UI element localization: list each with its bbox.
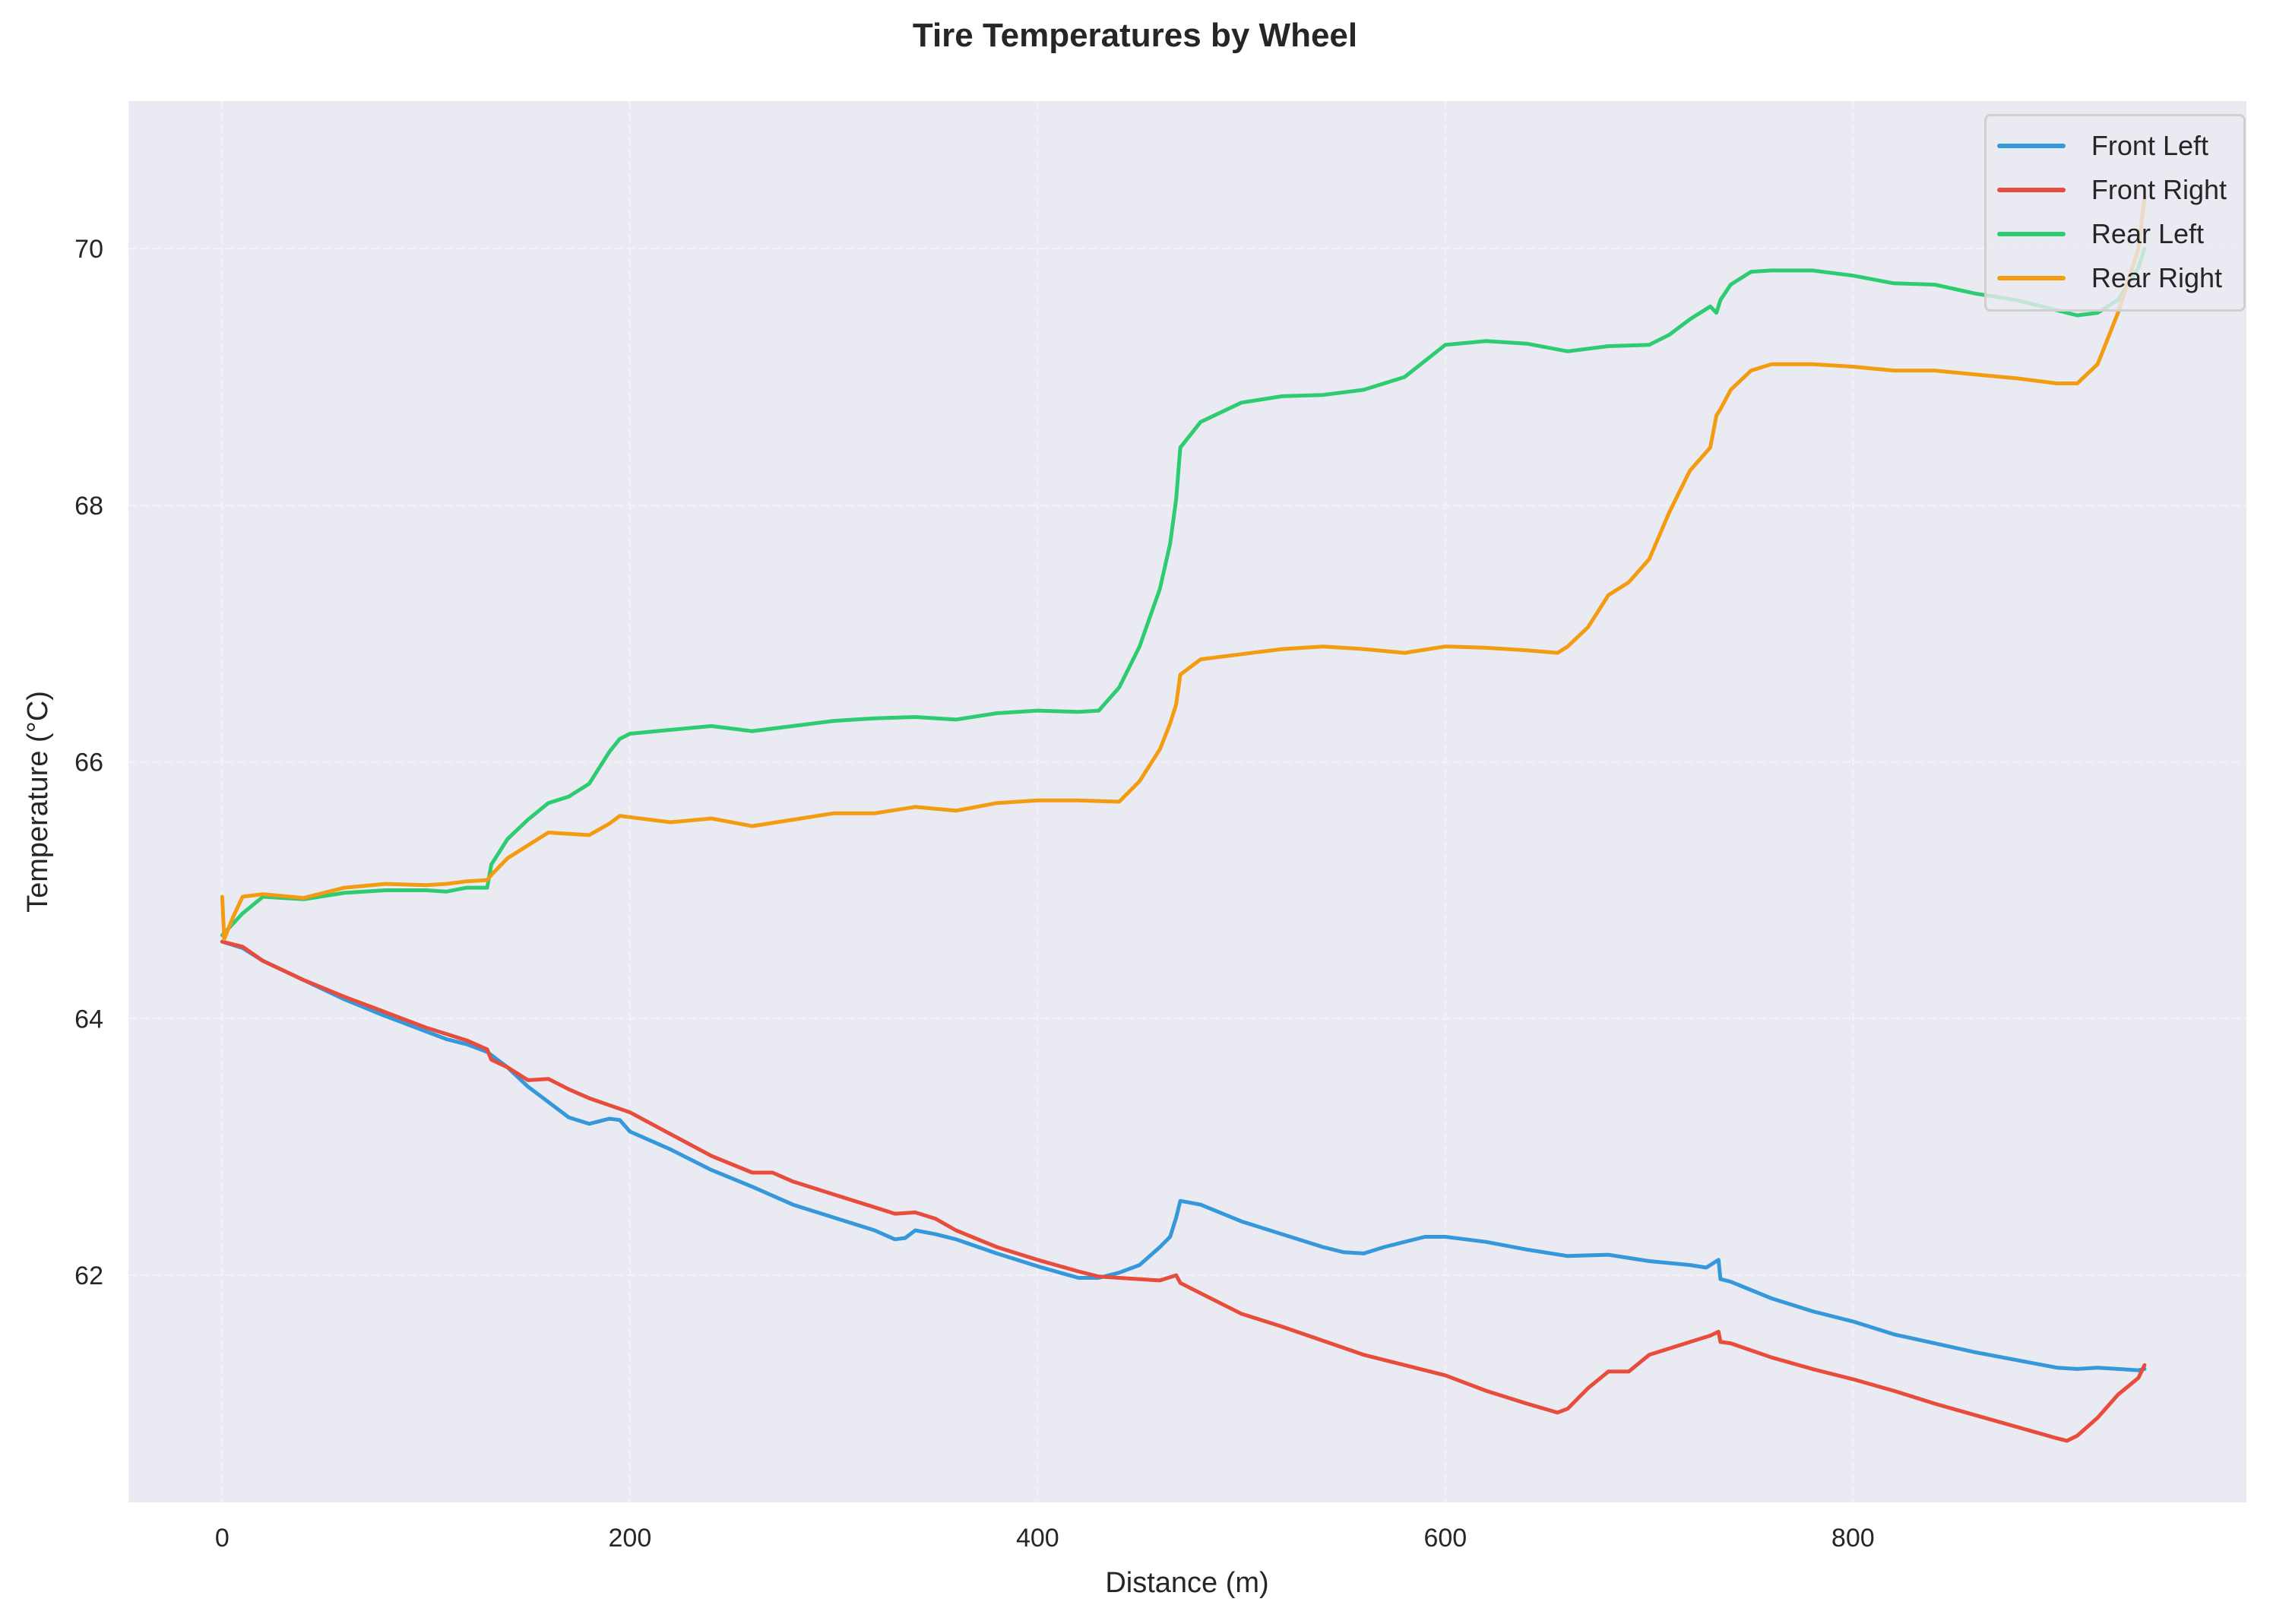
y-tick-label: 62 — [74, 1262, 103, 1290]
chart-title: Tire Temperatures by Wheel — [912, 17, 1358, 54]
x-tick-label: 600 — [1423, 1524, 1467, 1553]
y-axis-label: Temperature (°C) — [22, 691, 54, 913]
y-tick-label: 70 — [74, 235, 103, 264]
x-tick-label: 800 — [1832, 1524, 1875, 1553]
series-line-rear-left — [220, 246, 2147, 938]
series-line-front-right — [220, 939, 2147, 1443]
legend-label: Front Right — [2091, 174, 2227, 205]
series-lines — [220, 195, 2147, 1443]
legend-swatch-rear-right — [1996, 276, 2066, 280]
legend-item-front-left: Front Left — [1996, 124, 2227, 168]
x-tick-label: 0 — [215, 1524, 230, 1553]
legend: Front Left Front Right Rear Left Rear Ri… — [1983, 114, 2246, 312]
y-tick-label: 66 — [74, 749, 103, 777]
series-line-rear-right — [220, 195, 2147, 942]
legend-swatch-front-left — [1996, 144, 2066, 148]
x-tick-label: 400 — [1016, 1524, 1059, 1553]
legend-swatch-rear-left — [1996, 232, 2066, 236]
y-tick-labels: 62 64 66 68 70 — [74, 235, 103, 1290]
x-tick-labels: 0 200 400 600 800 — [215, 1524, 1875, 1553]
x-tick-label: 200 — [609, 1524, 652, 1553]
y-tick-label: 64 — [74, 1005, 103, 1034]
legend-swatch-front-right — [1996, 188, 2066, 192]
legend-item-rear-left: Rear Left — [1996, 212, 2227, 256]
legend-label: Rear Left — [2091, 218, 2204, 249]
series-line-front-left — [220, 939, 2147, 1372]
plot-background — [128, 101, 2246, 1502]
legend-label: Front Left — [2091, 130, 2208, 161]
x-axis-label: Distance (m) — [1105, 1567, 1268, 1599]
legend-item-front-right: Front Right — [1996, 168, 2227, 212]
legend-label: Rear Right — [2091, 262, 2222, 293]
legend-item-rear-right: Rear Right — [1996, 256, 2227, 300]
y-tick-label: 68 — [74, 492, 103, 521]
